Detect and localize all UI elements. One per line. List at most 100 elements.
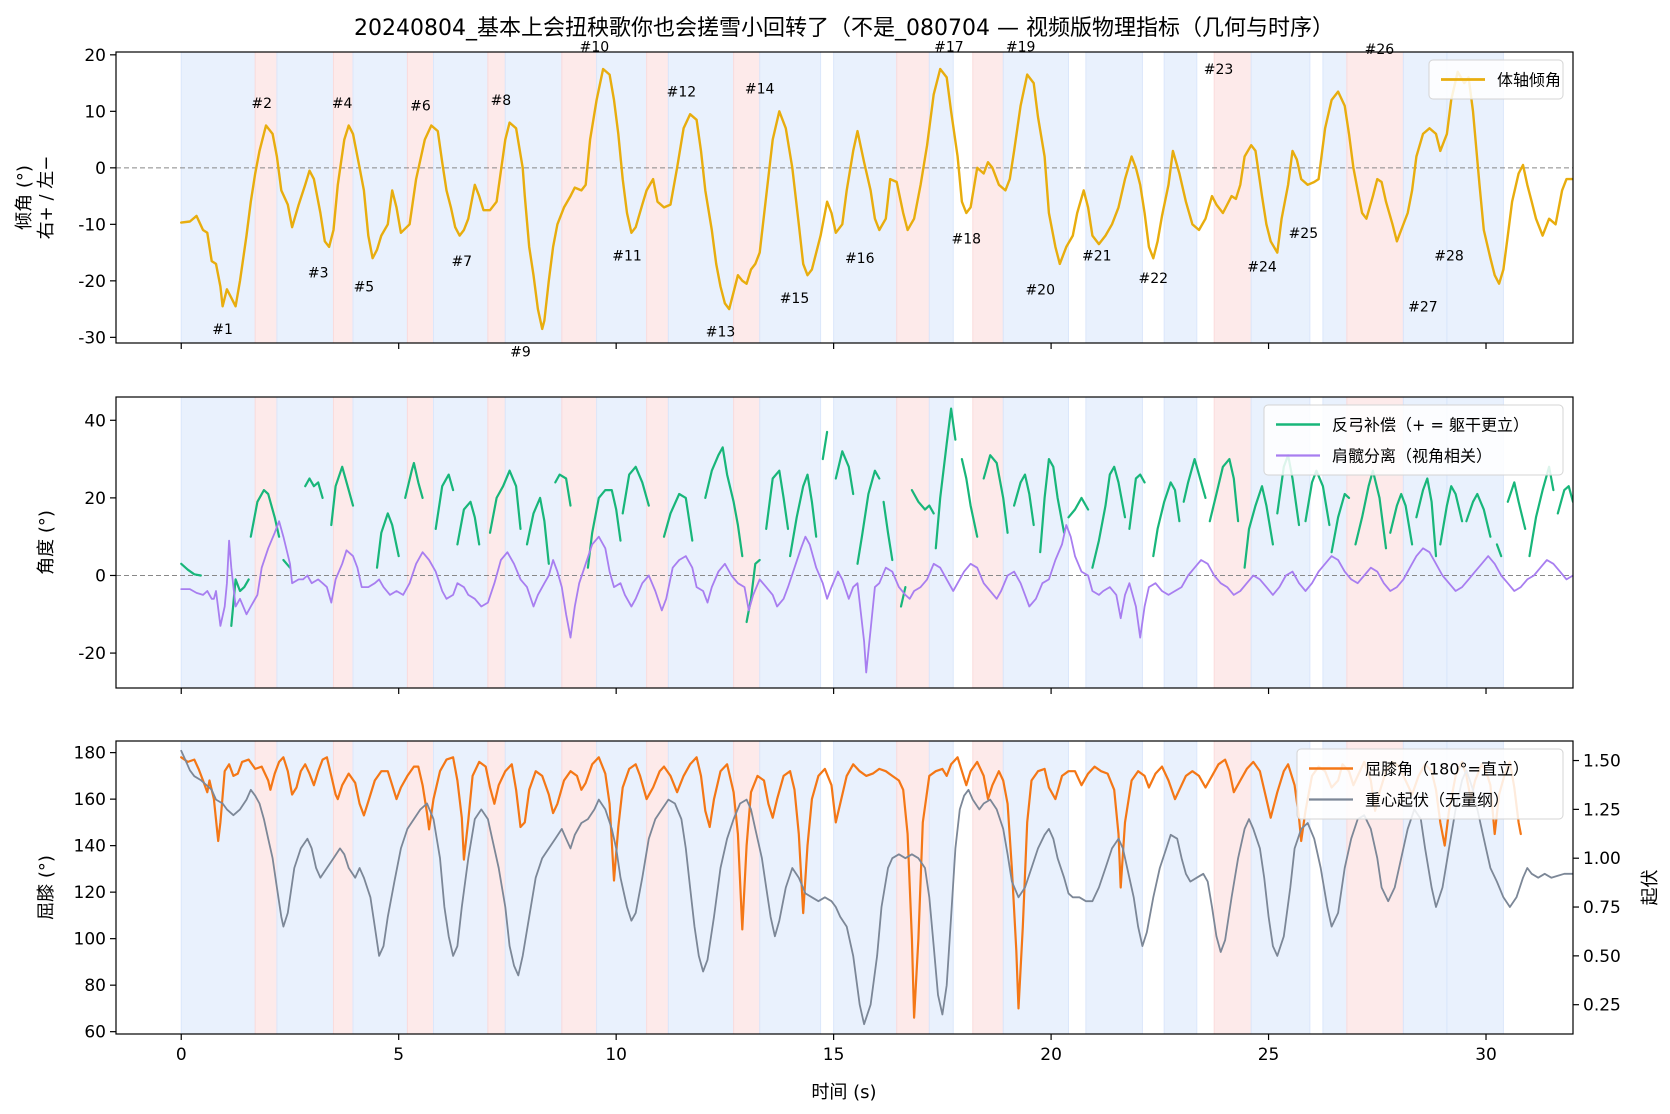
series-line-angles-1-seg-23 — [856, 469, 881, 565]
series-line-angles-1-seg-19 — [765, 469, 790, 530]
y-tick-label-tilt-1: -20 — [78, 272, 106, 292]
turn-label-4: #4 — [332, 96, 353, 112]
y-tick-label-tilt-0: -30 — [78, 328, 106, 348]
series-line-angles-1-seg-47 — [1495, 543, 1503, 558]
turn-band-knee-16 — [833, 741, 898, 1034]
y-tick-label-knee-5: 160 — [74, 790, 106, 810]
turn-band-knee-7 — [432, 741, 489, 1034]
turn-band-angles-3 — [276, 397, 334, 688]
turn-band-tilt-6 — [406, 52, 434, 343]
turn-band-knee-21 — [1085, 741, 1143, 1034]
turn-band-angles-12 — [646, 397, 669, 688]
series-line-angles-1-seg-31 — [1039, 458, 1066, 554]
series-line-angles-1-seg-37 — [1208, 458, 1240, 523]
series-line-angles-1-seg-8 — [404, 461, 424, 499]
series-line-angles-1-seg-41 — [1330, 492, 1351, 554]
turn-band-knee-19 — [972, 741, 1004, 1034]
turn-label-23: #23 — [1204, 62, 1234, 78]
turn-label-27: #27 — [1408, 299, 1438, 315]
y-right-tick-label-1: 0.50 — [1583, 947, 1621, 967]
series-line-angles-1-seg-16 — [662, 492, 694, 542]
turn-band-knee-6 — [406, 741, 434, 1034]
series-line-angles-1-seg-46 — [1465, 492, 1492, 538]
turn-band-tilt-18 — [928, 52, 954, 343]
turn-label-15: #15 — [780, 291, 810, 307]
series-line-angles-1-seg-29 — [982, 454, 1009, 534]
turn-label-26: #26 — [1365, 42, 1395, 58]
x-tick-label-4: 20 — [1040, 1045, 1062, 1065]
y-axis-label-right-knee: 起伏 — [1640, 870, 1661, 906]
turn-label-13: #13 — [706, 325, 736, 341]
turn-label-14: #14 — [745, 82, 775, 98]
y-tick-label-knee-1: 80 — [84, 976, 106, 996]
turn-band-tilt-24 — [1250, 52, 1311, 343]
series-line-angles-2 — [180, 520, 1573, 674]
turn-band-tilt-17 — [896, 52, 930, 343]
turn-label-28: #28 — [1434, 248, 1464, 264]
series-line-angles-1-seg-15 — [621, 465, 650, 515]
series-line-angles-1-seg-5 — [304, 477, 324, 499]
x-tick-label-1: 5 — [393, 1045, 404, 1065]
turn-label-10: #10 — [580, 39, 610, 55]
turn-label-6: #6 — [410, 99, 431, 115]
series-line-angles-1-seg-14 — [586, 489, 622, 569]
turn-band-knee-2 — [254, 741, 278, 1034]
y-tick-label-knee-6: 180 — [74, 744, 106, 764]
turn-band-knee-5 — [352, 741, 408, 1034]
x-tick-label-3: 15 — [823, 1045, 845, 1065]
turn-band-knee-3 — [276, 741, 334, 1034]
y-axis-label-knee: 屈膝 (°) — [36, 855, 57, 920]
turn-band-angles-1 — [180, 397, 256, 688]
turn-label-5: #5 — [354, 279, 375, 295]
turn-band-tilt-9 — [504, 52, 563, 343]
series-line-angles-1-seg-44 — [1415, 477, 1438, 558]
turn-label-2: #2 — [251, 96, 272, 112]
turn-band-tilt-1 — [180, 52, 256, 343]
series-line-angles-1-seg-9 — [434, 473, 455, 530]
series-line-angles-1-seg-30 — [1013, 473, 1035, 527]
turn-band-tilt-5 — [352, 52, 408, 343]
y-right-tick-label-5: 1.50 — [1583, 752, 1621, 772]
turn-label-9: #9 — [510, 344, 531, 360]
y-tick-label-tilt-4: 10 — [84, 102, 106, 122]
turn-band-angles-18 — [928, 397, 954, 688]
series-line-angles-1-seg-12 — [525, 496, 550, 565]
y-tick-label-angles-2: 20 — [84, 489, 106, 509]
x-tick-label-5: 25 — [1258, 1045, 1280, 1065]
turn-band-angles-6 — [406, 397, 434, 688]
turn-label-24: #24 — [1247, 260, 1277, 276]
turn-band-tilt-21 — [1085, 52, 1143, 343]
turn-label-20: #20 — [1025, 282, 1055, 298]
series-line-angles-1-seg-20 — [789, 473, 818, 558]
turn-band-tilt-11 — [596, 52, 648, 343]
turn-band-angles-21 — [1085, 397, 1143, 688]
series-line-angles-1-seg-36 — [1182, 458, 1207, 503]
chart-title: 20240804_基本上会扭秧歌你也会搓雪小回转了（不是_080704 — 视频… — [354, 16, 1334, 41]
turn-band-knee-1 — [180, 741, 256, 1034]
y-right-tick-label-2: 0.75 — [1583, 898, 1621, 918]
turn-band-angles-2 — [254, 397, 278, 688]
series-line-angles-1-seg-28 — [960, 458, 979, 538]
turn-band-angles-19 — [972, 397, 1004, 688]
series-line-angles-1-seg-13 — [554, 473, 572, 507]
turn-band-angles-14 — [733, 397, 761, 688]
legend-label-knee-1: 屈膝角（180°=直立） — [1365, 760, 1529, 779]
series-line-angles-1-seg-1 — [180, 562, 202, 577]
x-tick-label-0: 0 — [176, 1045, 187, 1065]
turn-band-knee-12 — [646, 741, 669, 1034]
series-line-angles-1-seg-26 — [910, 489, 935, 515]
x-tick-label-2: 10 — [605, 1045, 627, 1065]
series-line-angles-1-seg-25 — [899, 586, 907, 608]
series-line-angles-1-seg-21 — [821, 430, 829, 461]
y-axis-label-tilt: 倾角 (°) — [14, 165, 35, 230]
series-line-angles-1-seg-4 — [282, 558, 292, 569]
series-line-angles-1-seg-22 — [834, 450, 855, 496]
axes-frame-tilt — [115, 51, 1574, 344]
turn-label-16: #16 — [845, 251, 875, 267]
series-line-angles-1-seg-42 — [1354, 469, 1388, 550]
turn-band-tilt-10 — [561, 52, 598, 343]
legend-label-tilt-1: 体轴倾角 — [1497, 71, 1561, 90]
series-line-angles-1-seg-45 — [1439, 485, 1464, 546]
turn-band-tilt-19 — [972, 52, 1004, 343]
series-line-knee-2 — [180, 749, 1573, 1026]
